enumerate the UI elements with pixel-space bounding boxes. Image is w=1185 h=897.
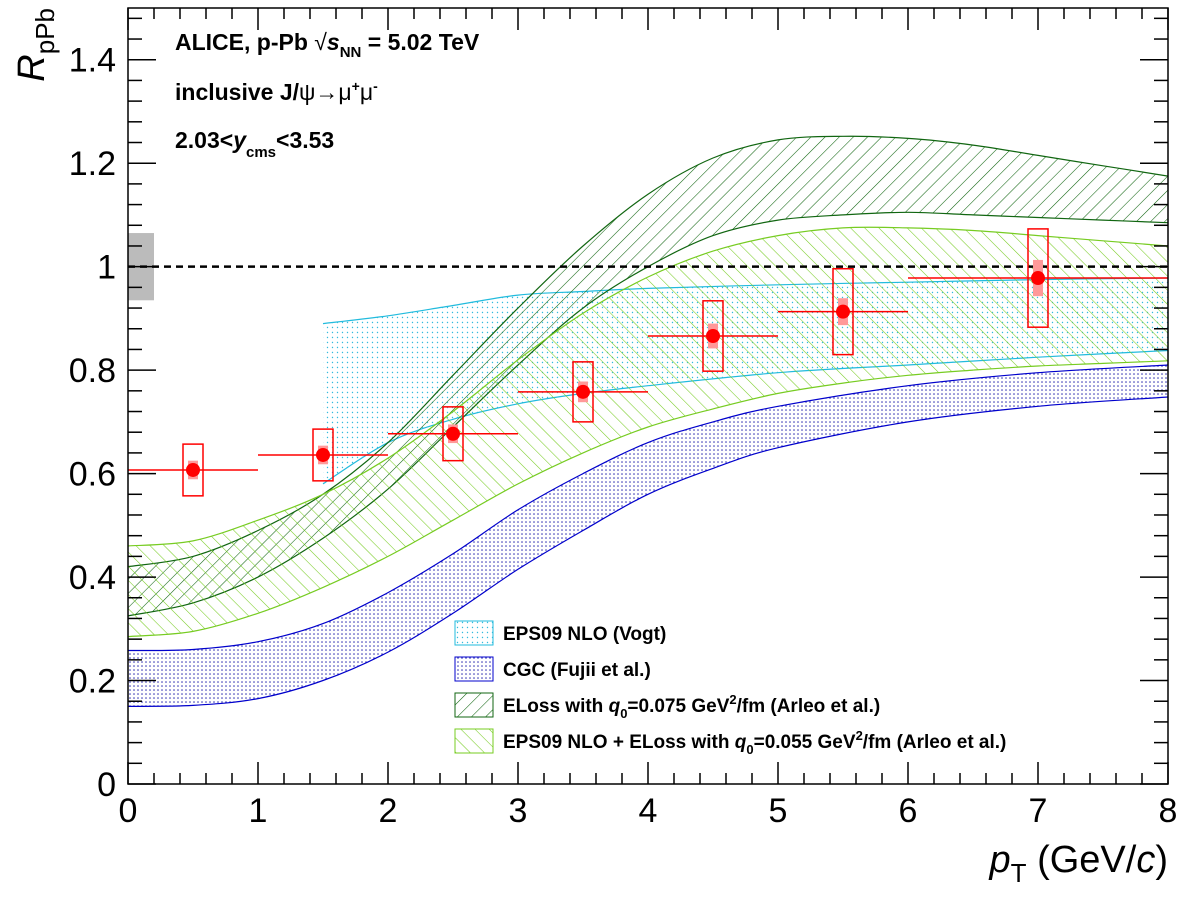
model-bands: [127, 135, 1169, 707]
axis-ticks: [127, 8, 1169, 785]
y-axis-title: RpPb: [11, 8, 60, 82]
data-point: [446, 426, 460, 441]
legend-label-eloss: ELoss with q0=0.075 GeV2/fm (Arleo et al…: [503, 692, 880, 721]
legend-swatch-eloss: [454, 692, 494, 718]
y-tick-label: 0.4: [69, 559, 116, 597]
data-point: [1031, 271, 1045, 286]
x-tick-label: 8: [1159, 792, 1178, 830]
x-tick-label: 0: [119, 792, 138, 830]
band-cgc-lower-edge: [127, 396, 1169, 707]
axis-tick-labels: 0 1 2 3 4 5 6 7 8 0 0.2 0.4 0.6 0.8 1 1.2 1.4: [69, 42, 1178, 830]
x-tick-label: 2: [379, 792, 398, 830]
band-eps09-eloss-fill: [128, 227, 1168, 637]
annotation-rapidity: 2.03<ycms<3.53: [175, 127, 334, 161]
data-point: [706, 328, 720, 343]
band-cgc-fill: [128, 365, 1168, 707]
y-tick-label: 1.4: [69, 42, 116, 80]
x-tick-label: 1: [249, 792, 268, 830]
band-eps09-eloss-lower-edge: [127, 360, 1169, 638]
data-point: [186, 462, 200, 477]
legend-swatch-cgc: [454, 656, 494, 682]
legend-label-eps09-eloss: EPS09 NLO + ELoss with q0=0.055 GeV2/fm …: [503, 728, 1006, 757]
y-tick-label: 0.6: [69, 456, 116, 494]
legend-swatch-eps09: [454, 620, 494, 646]
data-point: [316, 447, 330, 462]
x-tick-label: 4: [639, 792, 658, 830]
legend-swatch-eps09-eloss: [454, 728, 494, 754]
x-tick-label: 5: [769, 792, 788, 830]
annotation-process: inclusive J/ψ→μ+μ-: [175, 78, 378, 105]
y-tick-label: 0.8: [69, 352, 116, 390]
legend-label-cgc: CGC (Fujii et al.): [503, 660, 651, 681]
x-tick-label: 7: [1029, 792, 1048, 830]
data-point: [576, 384, 590, 399]
y-tick-label: 1: [97, 249, 116, 287]
band-eps09-eloss-upper-edge: [127, 226, 1169, 547]
x-tick-label: 6: [899, 792, 918, 830]
legend-label-eps09: EPS09 NLO (Vogt): [503, 624, 666, 645]
y-tick-label: 0.2: [69, 663, 116, 701]
data-points: [128, 228, 1168, 497]
x-axis-title: pT (GeV/c): [989, 839, 1169, 888]
band-cgc-upper-edge: [127, 364, 1169, 652]
x-tick-label: 3: [509, 792, 528, 830]
data-point: [836, 304, 850, 319]
y-tick-label: 1.2: [69, 145, 116, 183]
legend: EPS09 NLO (Vogt) CGC (Fujii et al.) ELos…: [454, 620, 1006, 757]
annotation-collision: ALICE, p-Pb √sNN = 5.02 TeV: [175, 29, 480, 61]
y-tick-label: 0: [97, 766, 116, 804]
